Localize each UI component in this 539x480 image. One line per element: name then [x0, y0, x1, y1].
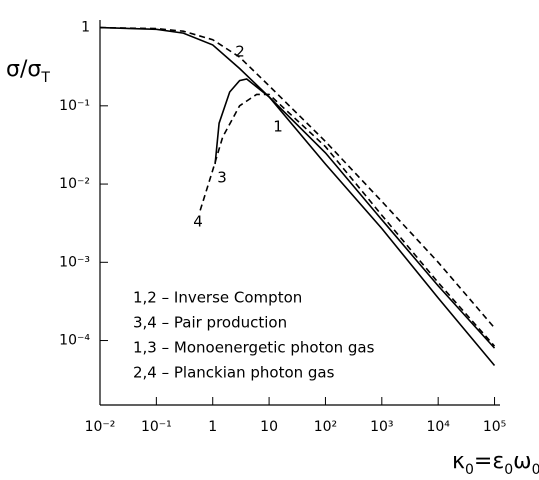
series-line — [214, 78, 496, 349]
x-tick-label: 10⁻¹ — [141, 419, 172, 435]
x-tick-label: 1 — [208, 419, 217, 435]
y-tick-label: 10⁻¹ — [59, 98, 90, 114]
series-line — [99, 26, 496, 329]
y-axis-label-part: σ/σ — [6, 57, 41, 82]
x-tick-label: 10² — [314, 419, 337, 435]
x-axis-label-sub: 0 — [504, 462, 513, 478]
y-tick-label: 10⁻³ — [59, 254, 90, 270]
x-axis-label-part: κ — [452, 449, 465, 474]
y-tick-label: 10⁻² — [59, 176, 90, 192]
curve-label: 3 — [217, 169, 227, 187]
x-axis-label-sub: 0 — [465, 462, 474, 478]
x-axis-label-part: =ε — [474, 449, 504, 474]
legend-line: 2,4 – Planckian photon gas — [133, 364, 335, 382]
y-axis-label-sub: T — [40, 70, 50, 86]
legend-line: 1,3 – Monoenergetic photon gas — [133, 339, 375, 357]
x-axis-label: κ0=ε0ω0 — [452, 449, 539, 478]
x-axis-label-sub: 0 — [532, 462, 539, 478]
x-tick-label: 10⁵ — [483, 419, 506, 435]
legend-line: 3,4 – Pair production — [133, 314, 287, 332]
x-tick-label: 10³ — [370, 419, 393, 435]
y-tick-label: 1 — [81, 20, 90, 36]
x-tick-label: 10⁴ — [426, 419, 450, 435]
curve-label: 2 — [235, 43, 245, 61]
y-axis-label: σ/σT — [6, 57, 50, 86]
x-tick-label: 10⁻² — [85, 419, 116, 435]
legend-line: 1,2 – Inverse Compton — [133, 289, 302, 307]
x-tick-label: 10 — [260, 419, 278, 435]
series-line — [99, 26, 496, 367]
curve-label: 1 — [273, 118, 283, 136]
y-tick-label: 10⁻⁴ — [59, 333, 90, 349]
series-line — [199, 93, 496, 347]
x-axis-label-part: ω — [513, 449, 531, 474]
curve-label: 4 — [193, 213, 203, 231]
